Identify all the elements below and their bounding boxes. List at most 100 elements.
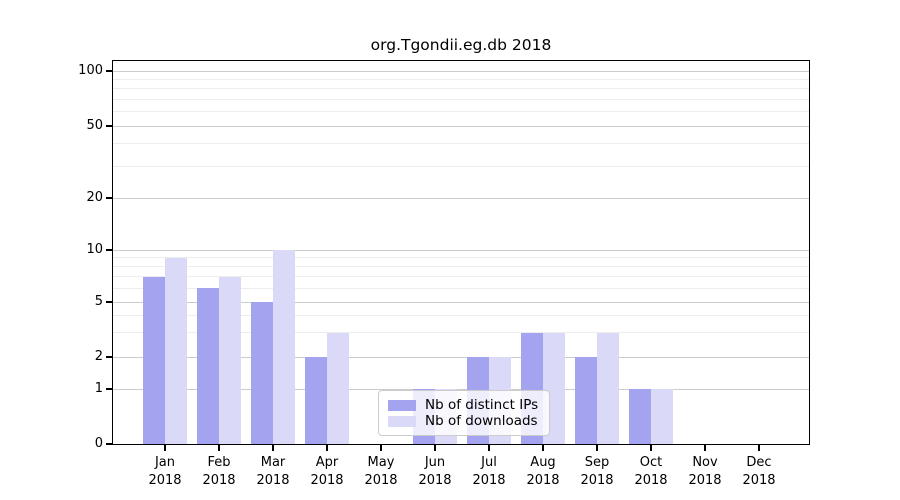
x-tick-label-jan: Jan 2018 <box>137 454 193 489</box>
x-tick-label-oct: Oct 2018 <box>623 454 679 489</box>
y-tick-label: 0 <box>94 436 103 451</box>
bar-distinct-ips-jan <box>143 276 165 444</box>
legend-entry: Nb of downloads <box>388 413 540 429</box>
x-tick-month: Apr <box>315 455 339 470</box>
y-tick-mark <box>106 70 112 72</box>
x-tick-year: 2018 <box>364 472 398 488</box>
legend-label: Nb of distinct IPs <box>425 397 539 413</box>
legend-entry: Nb of distinct IPs <box>388 397 540 413</box>
grid-layer <box>112 60 810 445</box>
x-tick-mark <box>650 445 652 451</box>
major-gridline <box>112 388 810 390</box>
x-tick-mark <box>542 445 544 451</box>
bar-downloads-sep <box>597 332 619 444</box>
x-tick-year: 2018 <box>418 472 452 488</box>
y-tick-mark <box>106 197 112 199</box>
x-tick-year: 2018 <box>148 472 182 488</box>
bar-distinct-ips-apr <box>305 357 327 444</box>
y-tick-mark <box>106 356 112 358</box>
minor-gridline <box>112 111 810 113</box>
major-gridline <box>112 70 810 72</box>
x-tick-mark <box>758 445 760 451</box>
bar-downloads-oct <box>651 389 673 444</box>
bar-layer <box>112 60 810 445</box>
y-tick-label: 50 <box>86 118 103 133</box>
minor-gridline <box>112 98 810 100</box>
x-tick-month: Aug <box>530 455 556 470</box>
x-tick-label-mar: Mar 2018 <box>245 454 301 489</box>
x-tick-mark <box>272 445 274 451</box>
legend-label: Nb of downloads <box>425 413 538 429</box>
minor-gridline <box>112 276 810 278</box>
y-tick-mark <box>106 388 112 390</box>
plot-area: Nb of distinct IPs Nb of downloads <box>112 60 810 445</box>
x-tick-label-apr: Apr 2018 <box>299 454 355 489</box>
y-tick-mark <box>106 301 112 303</box>
x-tick-month: Dec <box>746 455 772 470</box>
x-tick-year: 2018 <box>634 472 668 488</box>
minor-gridline <box>112 314 810 316</box>
x-tick-month: May <box>367 455 395 470</box>
minor-gridline <box>112 143 810 145</box>
x-tick-label-jul: Jul 2018 <box>461 454 517 489</box>
bar-downloads-jan <box>165 257 187 444</box>
x-tick-month: Oct <box>639 455 663 470</box>
y-tick-label: 1 <box>94 381 103 396</box>
x-tick-year: 2018 <box>526 472 560 488</box>
bar-distinct-ips-sep <box>575 357 597 444</box>
x-tick-label-sep: Sep 2018 <box>569 454 625 489</box>
x-tick-mark <box>380 445 382 451</box>
y-tick-label: 10 <box>86 242 103 257</box>
x-tick-month: Feb <box>207 455 231 470</box>
major-gridline <box>112 249 810 251</box>
x-tick-month: Jul <box>481 455 497 470</box>
major-gridline <box>112 356 810 358</box>
x-tick-year: 2018 <box>580 472 614 488</box>
bar-distinct-ips-mar <box>251 302 273 444</box>
x-tick-label-may: May 2018 <box>353 454 409 489</box>
x-tick-year: 2018 <box>256 472 290 488</box>
x-tick-year: 2018 <box>310 472 344 488</box>
x-tick-month: Jun <box>424 455 446 470</box>
x-tick-mark <box>488 445 490 451</box>
x-tick-label-nov: Nov 2018 <box>677 454 733 489</box>
y-tick-label: 100 <box>78 63 103 78</box>
bar-downloads-apr <box>327 332 349 444</box>
x-tick-mark <box>704 445 706 451</box>
x-tick-month: Jan <box>154 455 176 470</box>
major-gridline <box>112 197 810 199</box>
x-tick-year: 2018 <box>202 472 236 488</box>
x-tick-month: Nov <box>692 455 718 470</box>
x-tick-mark <box>164 445 166 451</box>
y-tick-mark <box>106 249 112 251</box>
x-tick-label-jun: Jun 2018 <box>407 454 463 489</box>
legend-swatch-downloads <box>388 415 416 427</box>
x-tick-month: Mar <box>260 455 286 470</box>
x-tick-year: 2018 <box>472 472 506 488</box>
x-tick-label-feb: Feb 2018 <box>191 454 247 489</box>
minor-gridline <box>112 257 810 259</box>
minor-gridline <box>112 266 810 268</box>
minor-gridline <box>112 287 810 289</box>
x-tick-mark <box>326 445 328 451</box>
x-tick-mark <box>434 445 436 451</box>
y-tick-mark <box>106 125 112 127</box>
minor-gridline <box>112 165 810 167</box>
chart-title: org.Tgondii.eg.db 2018 <box>370 36 552 54</box>
x-tick-year: 2018 <box>688 472 722 488</box>
minor-gridline <box>112 332 810 334</box>
minor-gridline <box>112 88 810 90</box>
x-tick-mark <box>218 445 220 451</box>
x-tick-mark <box>596 445 598 451</box>
bar-distinct-ips-oct <box>629 389 651 444</box>
major-gridline <box>112 125 810 127</box>
x-tick-year: 2018 <box>742 472 776 488</box>
minor-gridline <box>112 78 810 80</box>
y-tick-label: 20 <box>86 190 103 205</box>
y-tick-mark <box>106 443 112 445</box>
y-tick-label: 5 <box>94 294 103 309</box>
bar-distinct-ips-feb <box>197 288 219 444</box>
major-gridline <box>112 301 810 303</box>
legend-swatch-distinct-ips <box>388 399 416 411</box>
